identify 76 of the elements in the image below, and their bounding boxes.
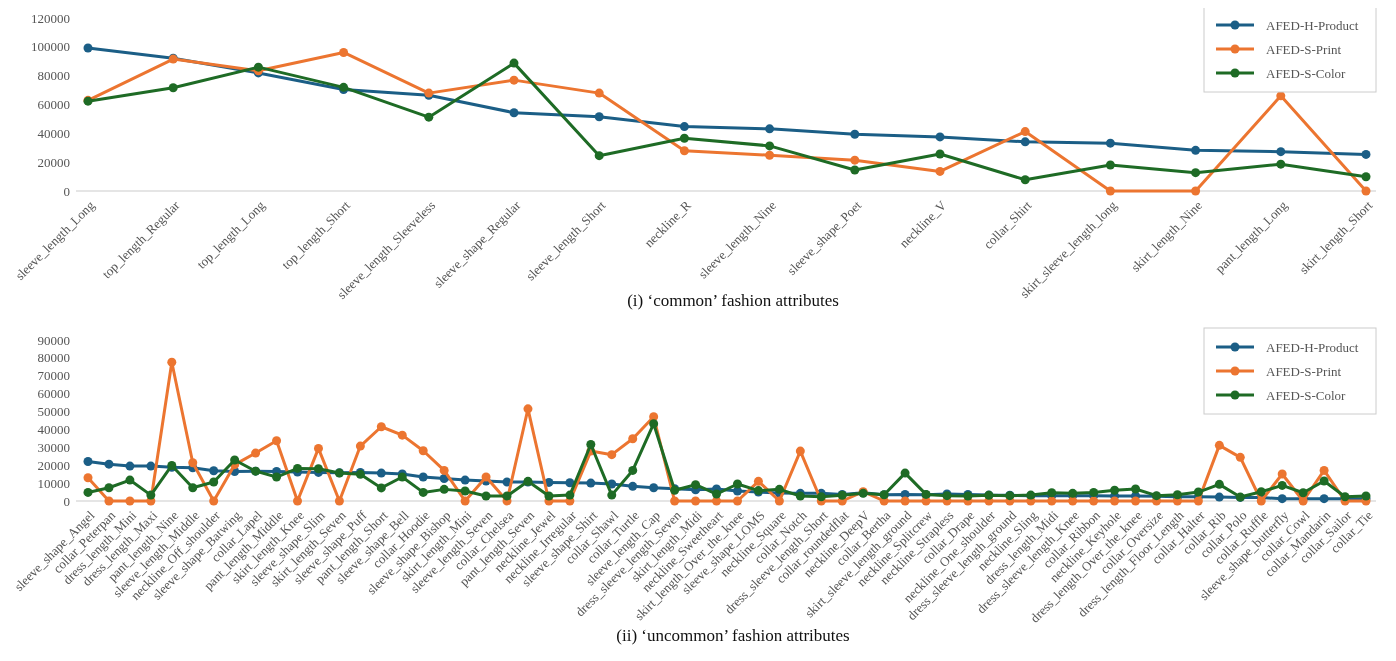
point: [1276, 147, 1286, 157]
point: [1361, 149, 1371, 159]
point: [594, 112, 604, 122]
y-tick-label: 70000: [37, 368, 70, 384]
point: [125, 461, 135, 471]
point: [509, 108, 519, 118]
point: [850, 155, 860, 165]
y-tick-label: 80000: [37, 350, 70, 366]
point: [935, 166, 945, 176]
point: [850, 165, 860, 175]
y-tick-label: 0: [63, 493, 70, 509]
point: [1105, 138, 1115, 148]
point: [376, 468, 386, 478]
y-tick-label: 120000: [31, 10, 70, 26]
point: [1191, 186, 1201, 196]
point: [1105, 186, 1115, 196]
point: [1020, 127, 1030, 137]
y-tick-label: 40000: [37, 421, 70, 437]
point: [594, 88, 604, 98]
point: [253, 62, 263, 72]
point: [209, 466, 219, 476]
point: [594, 151, 604, 161]
y-tick-label: 0: [63, 183, 70, 199]
point: [1361, 172, 1371, 182]
point: [1191, 145, 1201, 155]
y-tick-label: 60000: [37, 97, 70, 113]
point: [1277, 494, 1287, 504]
legend-label: AFED-S-Color: [1266, 387, 1347, 403]
point: [935, 149, 945, 159]
legend-label: AFED-H-Product: [1266, 17, 1359, 33]
y-tick-label: 30000: [37, 439, 70, 455]
y-tick-label: 20000: [37, 457, 70, 473]
point: [628, 481, 638, 491]
point: [679, 133, 689, 143]
point: [765, 141, 775, 151]
point: [460, 475, 470, 485]
text: (ii) ‘uncommon’ fashion attributes: [616, 626, 850, 645]
legend-label: AFED-S-Print: [1266, 363, 1342, 379]
y-tick-label: 80000: [37, 68, 70, 84]
point: [1214, 492, 1224, 502]
point: [339, 47, 349, 57]
point: [850, 129, 860, 139]
point: [679, 146, 689, 156]
point: [765, 150, 775, 160]
legend-label: AFED-S-Color: [1266, 65, 1347, 81]
point: [104, 459, 114, 469]
point: [1191, 168, 1201, 178]
point: [509, 58, 519, 68]
y-tick-label: 40000: [37, 125, 70, 141]
point: [1361, 186, 1371, 196]
point: [1319, 494, 1329, 504]
point: [509, 75, 519, 85]
text: (i) ‘common’ fashion attributes: [627, 291, 839, 310]
legend-label: AFED-H-Product: [1266, 339, 1359, 355]
point: [679, 122, 689, 132]
point: [1020, 175, 1030, 185]
point: [765, 124, 775, 134]
point: [1276, 159, 1286, 169]
point: [649, 483, 659, 493]
point: [146, 461, 156, 471]
y-tick-label: 60000: [37, 386, 70, 402]
y-tick-label: 20000: [37, 154, 70, 170]
point: [168, 83, 178, 93]
point: [424, 112, 434, 122]
y-tick-label: 50000: [37, 404, 70, 420]
point: [586, 478, 596, 488]
point: [418, 472, 428, 482]
legend-label: AFED-S-Print: [1266, 41, 1342, 57]
point: [935, 132, 945, 142]
point: [1020, 137, 1030, 147]
point: [83, 43, 93, 53]
point: [1105, 160, 1115, 170]
y-tick-label: 10000: [37, 475, 70, 491]
point: [83, 456, 93, 466]
y-tick-label: 90000: [37, 332, 70, 348]
y-tick-label: 100000: [31, 39, 70, 55]
